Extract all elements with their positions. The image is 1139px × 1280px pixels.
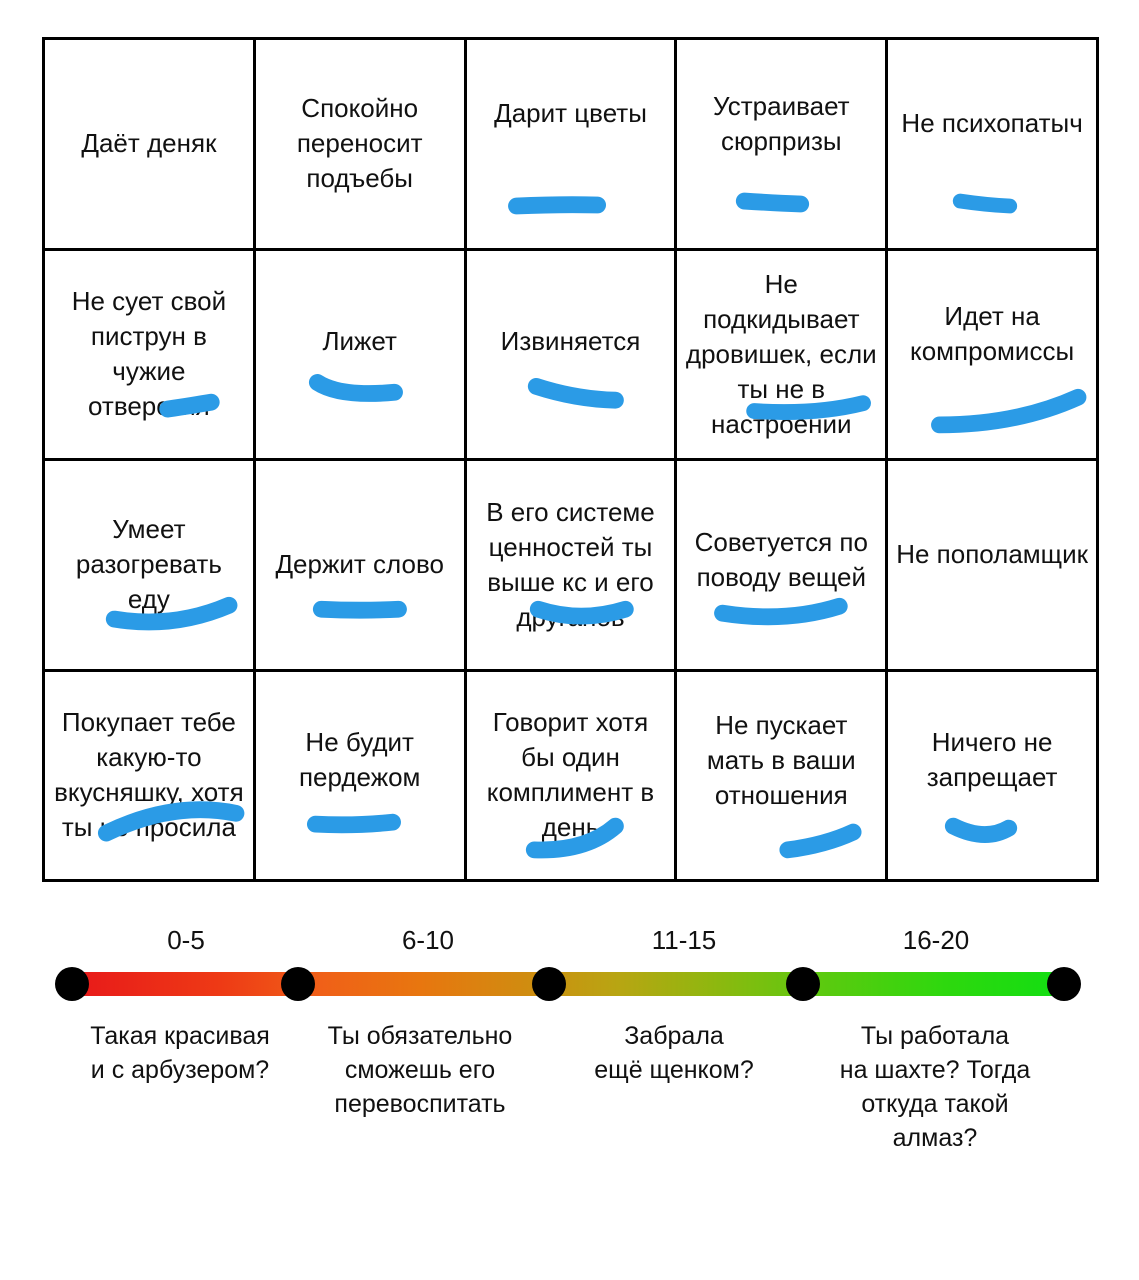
- bingo-cell-text: Не будит пердежом: [298, 727, 421, 793]
- bingo-cell-text: Ничего не запрещает: [926, 727, 1058, 793]
- bingo-cell[interactable]: Даёт деняк: [45, 40, 253, 248]
- bingo-cell[interactable]: Советуется по поводу вещей: [677, 461, 886, 669]
- range-description: Такая красивая и с арбузером?: [90, 1022, 270, 1084]
- bingo-cell[interactable]: Не будит пердежом: [255, 671, 464, 879]
- bingo-cell[interactable]: Не пускает мать в ваши отношения: [677, 671, 886, 879]
- range-description: Ты обязательно сможешь его перевоспитать: [327, 1022, 513, 1118]
- bingo-cell-text: Спокойно переносит подъебы: [296, 93, 423, 194]
- bingo-cell[interactable]: Говорит хотя бы один комплимент в день: [466, 671, 675, 879]
- scale-dot: [532, 967, 566, 1001]
- bingo-cell-text: Лижет: [322, 326, 397, 357]
- bingo-cell[interactable]: Дарит цветы: [466, 40, 675, 248]
- bingo-cell[interactable]: Не подкидывает дровишек, если ты не в на…: [677, 250, 886, 458]
- bingo-cell[interactable]: Спокойно переносит подъебы: [255, 40, 464, 248]
- bingo-cell-text: Устраивает сюрпризы: [712, 90, 850, 156]
- bingo-cell-text: Говорит хотя бы один комплимент в день: [486, 707, 655, 843]
- bingo-cell[interactable]: Не пополамщик: [888, 461, 1096, 669]
- range-label: 6-10: [401, 925, 455, 955]
- bingo-cell[interactable]: Извиняется: [466, 250, 675, 458]
- bingo-cell[interactable]: Идет на компромиссы: [888, 250, 1096, 458]
- check-mark: [953, 193, 1018, 214]
- bingo-cell[interactable]: Покупает тебе какую-то вкусняшку, хотя т…: [45, 671, 253, 879]
- bingo-cell[interactable]: В его системе ценностей ты выше кс и его…: [466, 461, 675, 669]
- bingo-cell[interactable]: Лижет: [255, 250, 464, 458]
- bingo-cell-text: Не подкидывает дровишек, если ты не в на…: [685, 268, 877, 439]
- bingo-cell-text: Извиняется: [500, 326, 641, 357]
- bingo-cell[interactable]: Не сует свой пиструн в чужие отверстия: [45, 250, 253, 458]
- bingo-cell-text: Идет на компромиссы: [910, 301, 1075, 367]
- bingo-cell[interactable]: Умеет разогревать еду: [45, 461, 253, 669]
- range-label: 11-15: [651, 925, 717, 955]
- scale-dot: [55, 967, 89, 1001]
- bingo-cell[interactable]: Не психопатыч: [888, 40, 1096, 248]
- bingo-cell-text: Дарит цветы: [494, 98, 647, 129]
- range-description: Забрала ещё щенком?: [594, 1022, 754, 1084]
- bingo-cell-text: Держит слово: [275, 549, 444, 580]
- scale-dot: [281, 967, 315, 1001]
- bingo-cell-text: Не сует свой пиструн в чужие отверстия: [71, 286, 227, 422]
- bingo-cell[interactable]: Ничего не запрещает: [888, 671, 1096, 879]
- bingo-cell-text: Даёт деняк: [81, 128, 217, 159]
- bingo-grid: Даёт деняк Спокойно переносит подъебы Да…: [42, 37, 1099, 882]
- check-mark: [507, 196, 606, 215]
- bingo-cell-text: Умеет разогревать еду: [75, 514, 222, 615]
- bingo-cell[interactable]: Держит слово: [255, 461, 464, 669]
- range-label: 16-20: [902, 925, 970, 955]
- bingo-cell-text: Не психопатыч: [901, 108, 1083, 139]
- bingo-cell-text: Не пополамщик: [896, 539, 1088, 570]
- range-description: Ты работала на шахте? Тогда откуда такой…: [839, 1022, 1031, 1152]
- scale-dot: [786, 967, 820, 1001]
- bingo-cell-text: В его системе ценностей ты выше кс и его…: [486, 496, 655, 632]
- range-label: 0-5: [167, 925, 205, 955]
- scale-dot: [1047, 967, 1081, 1001]
- bingo-cell-text: Покупает тебе какую-то вкусняшку, хотя т…: [54, 707, 244, 843]
- bingo-cell[interactable]: Устраивает сюрпризы: [677, 40, 886, 248]
- bingo-cell-text: Советуется по поводу вещей: [694, 526, 868, 592]
- bingo-cell-text: Не пускает мать в ваши отношения: [706, 709, 856, 810]
- gradient-bar: [72, 972, 1064, 996]
